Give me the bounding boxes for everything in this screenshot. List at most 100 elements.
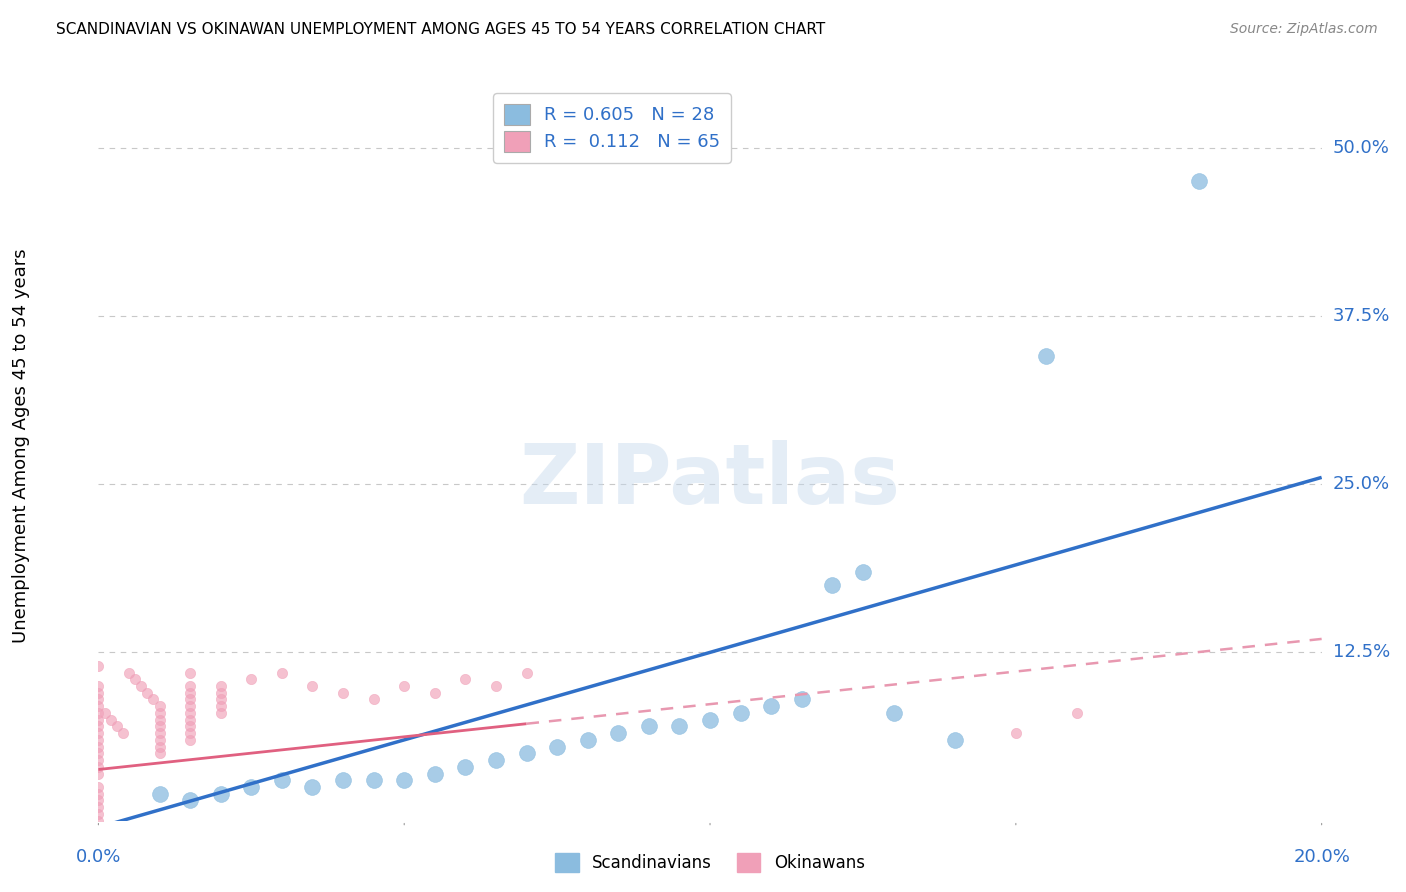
Point: [179, 692, 201, 706]
Legend: Scandinavians, Okinawans: Scandinavians, Okinawans: [548, 847, 872, 879]
Point: [454, 673, 477, 687]
Point: [943, 732, 966, 747]
Point: [179, 713, 201, 727]
Point: [270, 773, 292, 788]
Text: SCANDINAVIAN VS OKINAWAN UNEMPLOYMENT AMONG AGES 45 TO 54 YEARS CORRELATION CHAR: SCANDINAVIAN VS OKINAWAN UNEMPLOYMENT AM…: [56, 22, 825, 37]
Point: [149, 706, 172, 720]
Point: [87, 739, 110, 754]
Point: [363, 773, 385, 788]
Point: [1188, 174, 1211, 188]
Point: [730, 706, 752, 720]
Point: [1035, 349, 1057, 363]
Point: [124, 673, 146, 687]
Point: [1066, 706, 1088, 720]
Point: [516, 747, 538, 761]
Point: [637, 719, 661, 733]
Point: [179, 679, 201, 693]
Point: [87, 780, 110, 794]
Point: [576, 732, 599, 747]
Point: [301, 780, 323, 794]
Point: [1004, 726, 1026, 740]
Point: [392, 679, 416, 693]
Text: Source: ZipAtlas.com: Source: ZipAtlas.com: [1230, 22, 1378, 37]
Point: [149, 719, 172, 733]
Point: [423, 766, 446, 780]
Point: [149, 699, 172, 714]
Point: [100, 713, 122, 727]
Point: [270, 665, 292, 680]
Point: [332, 773, 354, 788]
Point: [485, 753, 508, 767]
Point: [87, 658, 110, 673]
Text: 20.0%: 20.0%: [1294, 848, 1350, 866]
Point: [149, 787, 172, 801]
Point: [179, 699, 201, 714]
Point: [149, 747, 172, 761]
Point: [179, 732, 201, 747]
Point: [883, 706, 905, 720]
Point: [87, 760, 110, 774]
Point: [668, 719, 690, 733]
Point: [136, 686, 159, 700]
Point: [759, 699, 782, 714]
Text: Unemployment Among Ages 45 to 54 years: Unemployment Among Ages 45 to 54 years: [13, 249, 30, 643]
Point: [87, 713, 110, 727]
Text: 12.5%: 12.5%: [1333, 643, 1391, 661]
Point: [179, 686, 201, 700]
Point: [790, 692, 813, 706]
Point: [852, 565, 875, 579]
Point: [105, 719, 128, 733]
Point: [179, 665, 201, 680]
Point: [87, 766, 110, 780]
Point: [87, 692, 110, 706]
Point: [392, 773, 416, 788]
Point: [87, 726, 110, 740]
Point: [87, 747, 110, 761]
Point: [87, 679, 110, 693]
Point: [209, 692, 232, 706]
Text: 0.0%: 0.0%: [76, 848, 121, 866]
Point: [516, 665, 538, 680]
Point: [332, 686, 354, 700]
Point: [209, 787, 232, 801]
Point: [87, 800, 110, 814]
Point: [240, 673, 263, 687]
Point: [87, 753, 110, 767]
Point: [129, 679, 152, 693]
Text: 50.0%: 50.0%: [1333, 138, 1389, 157]
Point: [87, 793, 110, 807]
Point: [149, 732, 172, 747]
Point: [142, 692, 165, 706]
Point: [149, 713, 172, 727]
Text: 25.0%: 25.0%: [1333, 475, 1391, 493]
Point: [179, 706, 201, 720]
Point: [87, 787, 110, 801]
Text: ZIPatlas: ZIPatlas: [520, 440, 900, 521]
Point: [546, 739, 568, 754]
Point: [821, 578, 844, 592]
Point: [209, 699, 232, 714]
Point: [699, 713, 721, 727]
Point: [149, 739, 172, 754]
Text: 37.5%: 37.5%: [1333, 307, 1391, 325]
Point: [423, 686, 446, 700]
Point: [607, 726, 630, 740]
Point: [301, 679, 323, 693]
Point: [454, 760, 477, 774]
Point: [118, 665, 141, 680]
Point: [87, 719, 110, 733]
Point: [179, 719, 201, 733]
Point: [87, 686, 110, 700]
Point: [149, 726, 172, 740]
Point: [87, 706, 110, 720]
Point: [485, 679, 508, 693]
Point: [240, 780, 263, 794]
Point: [179, 726, 201, 740]
Point: [87, 732, 110, 747]
Point: [363, 692, 385, 706]
Point: [209, 686, 232, 700]
Point: [111, 726, 134, 740]
Point: [87, 806, 110, 821]
Point: [87, 699, 110, 714]
Point: [87, 814, 110, 828]
